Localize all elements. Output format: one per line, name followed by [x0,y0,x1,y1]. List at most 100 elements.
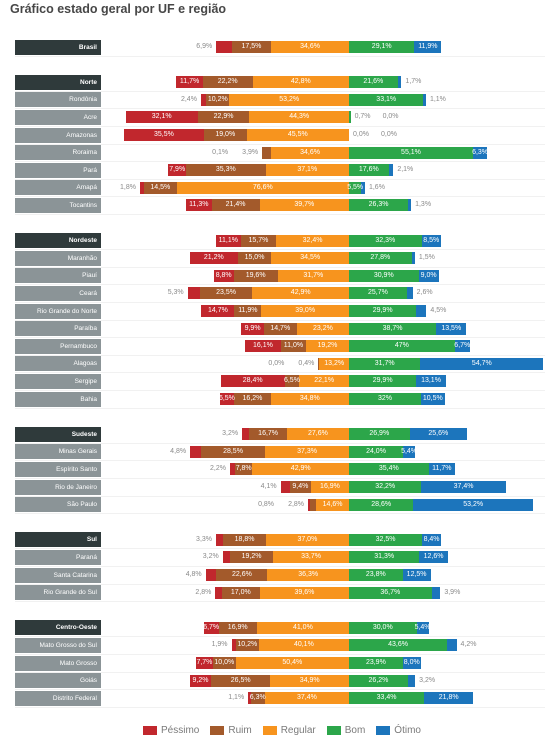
row-separator [15,108,545,110]
bar-segment-bom [349,498,414,511]
bar-segment-ruim [234,393,271,405]
data-label-bom: 27,8% [370,254,391,262]
bar-segment-otimo [431,586,441,599]
bar-segment-ruim [211,199,260,212]
data-label-bom: 21,6% [363,78,384,86]
data-label-ruim: 2,8% [288,500,305,508]
state-label: Amazonas [15,127,101,143]
data-label-regular: 37,4% [296,694,317,702]
data-label-ruim: 19,6% [245,271,266,279]
bar-segment-pessimo [220,375,285,388]
row-separator [15,636,545,638]
bar-segment-ruim [221,586,260,599]
data-label-pessimo: 6,5% [218,395,235,402]
data-label-ruim: 22,9% [213,113,234,121]
data-label-regular: 39,6% [294,588,315,596]
data-label-ruim: 7,8% [235,465,252,473]
row-separator [15,389,545,391]
bar-segment-regular [256,621,349,634]
bar-segment-otimo [416,621,429,634]
bar-segment-ruim [203,129,247,141]
data-label-bom: 29,9% [372,377,393,385]
data-label-otimo: 2,6% [416,289,433,297]
data-label-otimo: 8,0% [403,659,420,666]
state-label: São Paulo [15,497,101,513]
bar-segment-otimo [413,498,534,511]
data-label-regular: 34,6% [300,43,320,50]
data-label-bom: 28,6% [371,500,392,508]
bar-segment-otimo [421,481,506,493]
state-label: Rondônia [15,92,101,108]
bar-segment-pessimo [176,76,203,89]
bar-segment-otimo [419,551,448,564]
data-label-pessimo: 0,1% [212,148,229,156]
data-label-bom: 33,4% [376,694,397,702]
data-label-ruim: 6,3% [249,694,266,702]
data-label-otimo: 6,3% [472,148,489,156]
data-label-pessimo: 2,8% [195,588,212,596]
data-label-bom: 26,2% [368,676,389,684]
data-label-ruim: 0,4% [298,359,315,367]
data-label-ruim: 10,2% [237,641,258,649]
data-label-ruim: 3,9% [242,148,259,156]
data-label-otimo: 10,5% [422,395,443,402]
bar-segment-regular [259,586,349,599]
bar-segment-ruim [144,181,177,194]
data-label-ruim: 14,5% [150,183,171,191]
bar-segment-regular [271,146,349,159]
bar-segment-ruim [234,305,262,317]
bar-segment-otimo [436,322,467,335]
bar-segment-regular [235,657,349,669]
row-separator [15,125,545,127]
data-label-regular: 22,1% [314,377,335,385]
data-label-regular: 42,9% [290,465,311,473]
state-label: Pará [15,162,101,178]
data-label-otimo: 0,0% [381,131,397,138]
bar-segment-pessimo [205,569,217,581]
bar-segment-regular [271,41,349,53]
state-label: Pernambuco [15,338,101,354]
data-label-regular: 44,3% [289,113,310,121]
bar-segment-ruim [216,569,268,581]
bar-segment-regular [273,551,349,564]
data-label-otimo: 6,7% [454,342,471,350]
data-label-otimo: 2,1% [397,166,414,174]
bar-segment-ruim [262,146,272,159]
data-label-pessimo: 14,7% [208,307,228,314]
data-label-regular: 39,0% [295,307,316,314]
row-separator [15,583,545,585]
legend-label-bom: Bom [344,725,366,736]
data-label-ruim: 17,5% [241,43,262,50]
data-label-regular: 23,2% [312,324,333,332]
data-label-otimo: 5,4% [401,447,418,455]
data-label-bom: 36,7% [380,588,401,596]
chart-title: Gráfico estado geral por UF e região [10,2,227,16]
bar-segment-regular [310,481,349,493]
row-separator [15,301,545,303]
data-label-pessimo: 28,4% [242,377,263,385]
bar-segment-bom [349,93,424,106]
bar-segment-regular [296,322,349,335]
state-label: Tocantins [15,197,101,213]
data-label-regular: 16,9% [320,483,340,490]
legend-swatch-bom [326,726,341,735]
row-separator [15,266,545,268]
row-separator [15,442,545,444]
data-label-ruim: 15,0% [244,254,265,262]
data-label-regular: 50,4% [282,659,303,666]
bar-segment-ruim [233,269,278,282]
bar-segment-otimo [402,657,421,669]
row-separator [15,55,545,57]
bar-segment-otimo [402,569,431,581]
bar-segment-ruim [249,428,287,441]
data-label-bom: 29,9% [372,307,393,314]
row-separator [15,671,545,673]
legend-label-regular: Regular [280,725,316,736]
bar-segment-otimo [424,692,474,705]
data-label-regular: 14,6% [322,500,343,508]
state-label: Amapá [15,180,101,196]
state-label: Alagoas [15,356,101,372]
row-separator [15,319,545,321]
data-label-regular: 34,9% [299,676,320,684]
bar-segment-otimo [418,269,439,282]
